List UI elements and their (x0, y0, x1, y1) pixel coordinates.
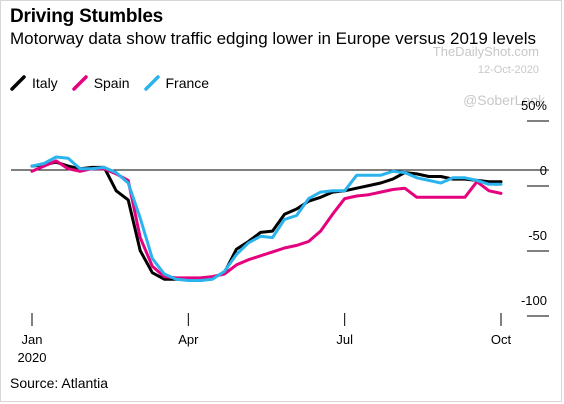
watermark-date: 12-Oct-2020 (477, 64, 539, 76)
y-tick-label: -100 (521, 293, 547, 308)
x-tick-label: Jul (336, 332, 353, 347)
watermark-handle: @SoberLook (463, 92, 545, 108)
legend-swatch-france (143, 75, 160, 91)
x-tick-label: Jan (22, 332, 43, 347)
legend-label-france: France (165, 75, 210, 91)
legend-item-italy: Italy (10, 75, 58, 91)
y-tick-label: 0 (540, 163, 547, 178)
series-line-spain (30, 159, 503, 280)
x-tick-label: Apr (178, 332, 199, 347)
y-tick-label: -50 (528, 228, 547, 243)
legend-swatch-spain (71, 75, 88, 91)
chart-subtitle: Motorway data show traffic edging lower … (10, 29, 537, 48)
chart-source: Source: Atlantia (10, 375, 109, 391)
legend-swatch-italy (10, 75, 26, 91)
legend-item-spain: Spain (71, 75, 130, 91)
x-tick-sublabel: 2020 (18, 350, 47, 365)
y-tick-label: 50% (521, 98, 547, 113)
watermark-site: TheDailyShot.com (432, 44, 539, 59)
chart-legend: Italy Spain France (10, 75, 223, 91)
x-tick-label: Oct (491, 332, 512, 347)
legend-label-spain: Spain (93, 75, 130, 91)
legend-item-france: France (143, 75, 210, 91)
legend-label-italy: Italy (32, 75, 58, 91)
series-line-france (30, 155, 503, 282)
series-line-italy (30, 160, 503, 282)
chart-title: Driving Stumbles (10, 6, 164, 27)
